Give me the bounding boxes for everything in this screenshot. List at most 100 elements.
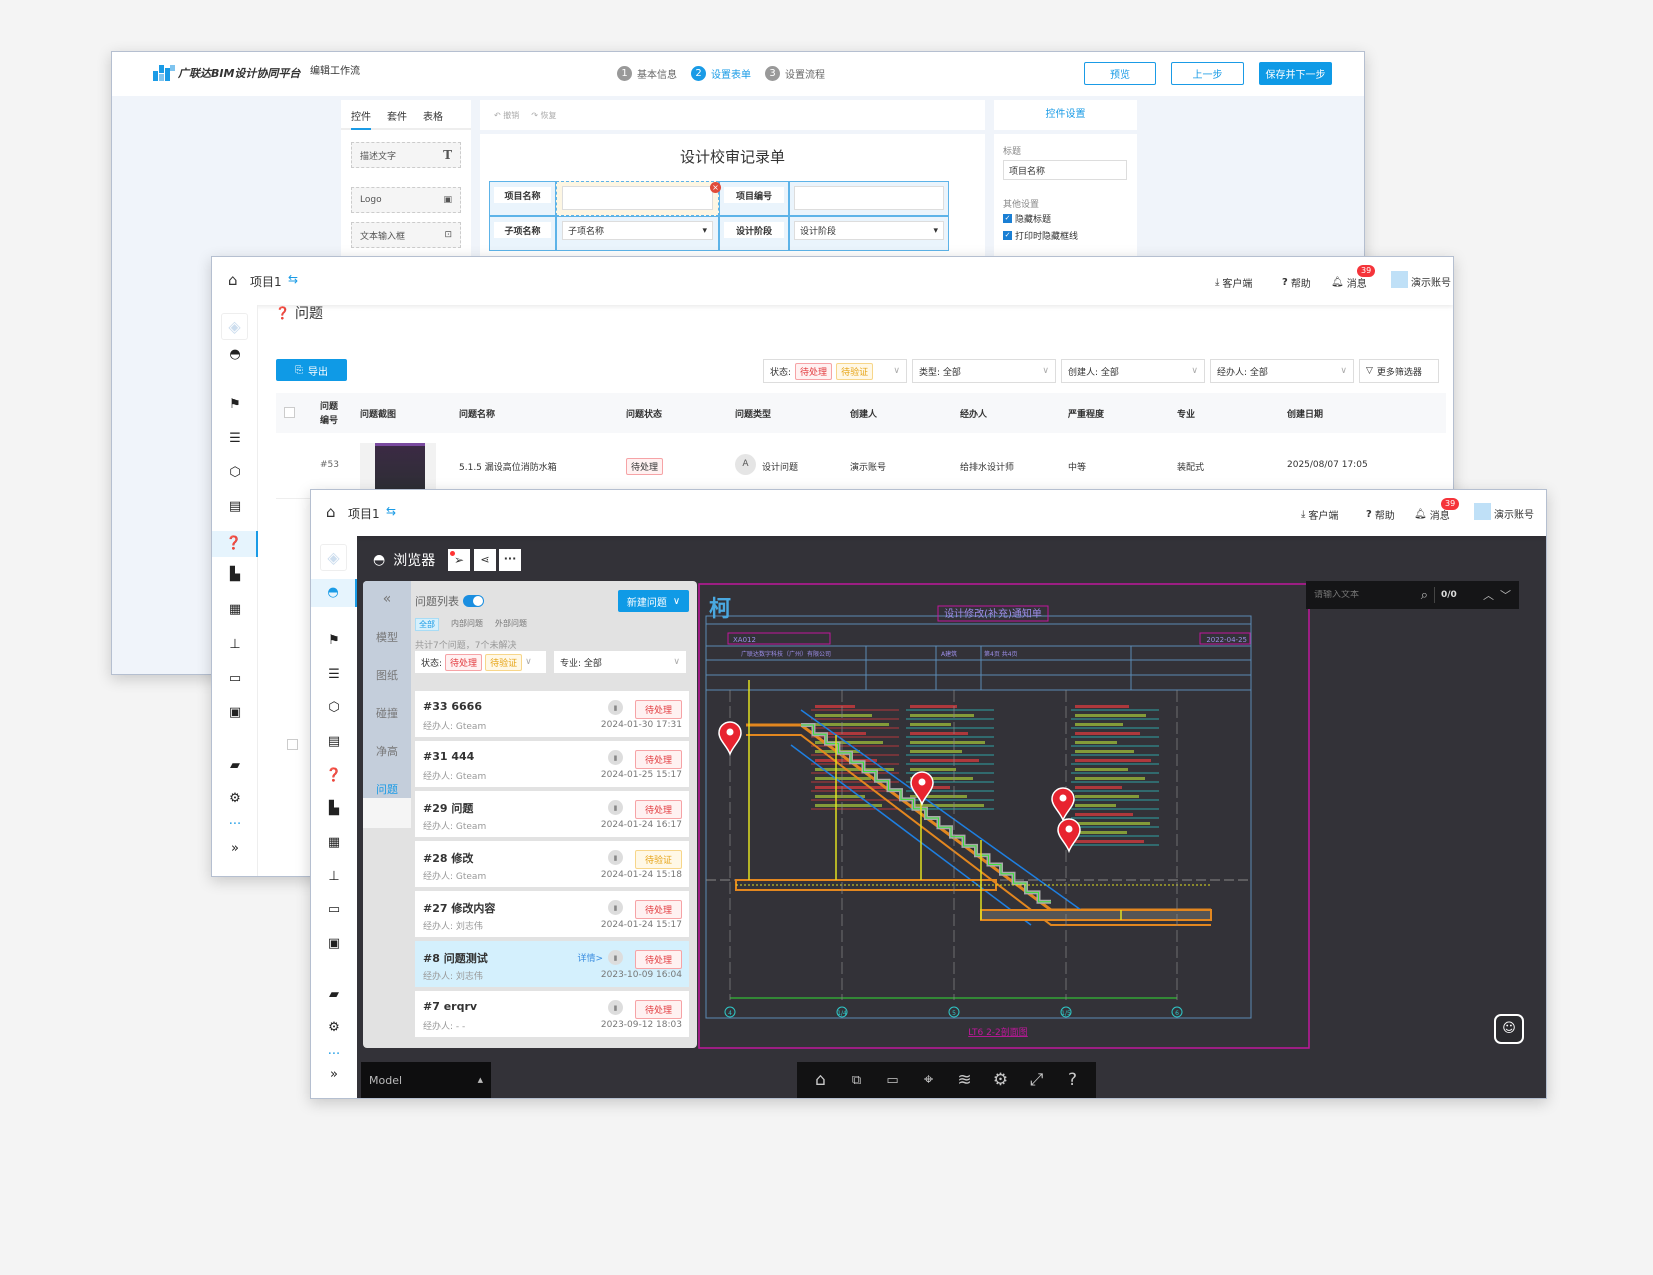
collapse-panel-icon[interactable]: «: [382, 591, 392, 607]
issue-pin-icon[interactable]: [1051, 787, 1075, 823]
step-2[interactable]: 2 设置表单: [691, 66, 751, 81]
save-next-button[interactable]: 保存并下一步: [1259, 62, 1332, 85]
viewer-icon[interactable]: ◓: [229, 347, 241, 362]
side-tab-drawings[interactable]: 图纸: [376, 669, 398, 682]
preview-button[interactable]: 预览: [1084, 62, 1156, 85]
org-chart-icon[interactable]: ⊥: [328, 869, 340, 884]
briefcase-icon[interactable]: ▣: [228, 705, 242, 720]
issue-list-item[interactable]: #33 6666 经办人: Gteam ▮ 待处理 2024-01-30 17:…: [415, 691, 689, 737]
issue-list-item[interactable]: #8 问题测试 经办人: 刘志伟 详情> ▮ 待处理 2023-10-09 16…: [415, 941, 689, 987]
issues-nav-icon[interactable]: ❓: [212, 531, 258, 557]
chart-icon[interactable]: ▰: [230, 758, 240, 773]
client-download-link[interactable]: ⤓ 客户端: [1215, 277, 1253, 290]
report-icon[interactable]: ▦: [327, 835, 341, 850]
issue-list-item[interactable]: #28 修改 经办人: Gteam ▮ 待验证 2024-01-24 15:18: [415, 841, 689, 887]
project-thumbnail[interactable]: ◈: [221, 313, 248, 340]
row-checkbox[interactable]: [287, 739, 298, 750]
avatar[interactable]: [1391, 271, 1408, 288]
creator-filter[interactable]: 创建人: 全部 ∨: [1061, 359, 1205, 383]
side-tab-issues[interactable]: 问题: [376, 783, 398, 796]
cube-icon[interactable]: ⬡: [328, 700, 340, 715]
help-link[interactable]: ? 帮助: [1282, 277, 1311, 290]
project-name[interactable]: 项目1: [348, 507, 380, 521]
panel-discipline-filter[interactable]: 专业: 全部 ∨: [554, 651, 686, 673]
project-name[interactable]: 项目1: [250, 275, 282, 289]
document-icon[interactable]: ▤: [228, 499, 242, 514]
project-thumbnail[interactable]: ◈: [320, 544, 347, 571]
side-tab-clearance[interactable]: 净高: [376, 745, 398, 758]
step-3[interactable]: 3 设置流程: [765, 66, 825, 81]
report-icon[interactable]: ▦: [228, 602, 242, 617]
remove-field-icon[interactable]: ×: [710, 182, 721, 193]
gantt-icon[interactable]: ☰: [229, 431, 241, 446]
next-result-icon[interactable]: ﹀: [1500, 589, 1511, 602]
select-all-checkbox[interactable]: [284, 407, 295, 418]
model-select[interactable]: Model ▲: [361, 1062, 491, 1098]
search-icon[interactable]: ⌕: [1420, 587, 1428, 603]
design-stage-select[interactable]: 设计阶段 ▾: [794, 221, 944, 240]
cube-icon[interactable]: ⬡: [229, 465, 241, 480]
handler-filter[interactable]: 经办人: 全部 ∨: [1210, 359, 1354, 383]
scope-all[interactable]: 全部: [415, 618, 439, 631]
more-icon[interactable]: ···: [228, 817, 242, 832]
send-button[interactable]: ➢: [448, 549, 470, 571]
building-icon[interactable]: ▙: [230, 567, 240, 582]
type-filter[interactable]: 类型: 全部 ∨: [912, 359, 1056, 383]
gantt-icon[interactable]: ☰: [328, 667, 340, 682]
home-icon[interactable]: ⌂: [228, 271, 238, 289]
project-number-input[interactable]: [794, 186, 944, 210]
settings-icon[interactable]: ⚙: [992, 1070, 1009, 1090]
search-input[interactable]: [1314, 590, 1415, 600]
prev-result-icon[interactable]: ︿: [1483, 589, 1494, 602]
issue-pin-icon[interactable]: [910, 771, 934, 807]
panel-status-filter[interactable]: 状态: 待处理 待验证 ∨: [415, 651, 546, 673]
layers-icon[interactable]: ≋: [957, 1070, 972, 1090]
flag-icon[interactable]: ⚑: [229, 397, 241, 412]
issue-list-item[interactable]: #31 444 经办人: Gteam ▮ 待处理 2024-01-25 15:1…: [415, 741, 689, 787]
viewer-nav-icon[interactable]: ◓: [311, 579, 357, 607]
zoom-box-icon[interactable]: ⧉: [851, 1072, 862, 1088]
share-button[interactable]: ⋖: [474, 549, 496, 571]
avatar[interactable]: [1474, 503, 1491, 520]
control-logo[interactable]: Logo ▣: [351, 187, 461, 213]
hide-title-checkbox[interactable]: ✓ 隐藏标题: [1003, 214, 1052, 225]
user-name[interactable]: 演示账号: [1411, 278, 1451, 289]
redo-button[interactable]: ↷ 恢复: [531, 110, 557, 120]
undo-button[interactable]: ↶ 撤销: [494, 110, 520, 120]
tab-tables[interactable]: 表格: [423, 112, 443, 123]
client-download-link[interactable]: ⤓ 客户端: [1301, 509, 1339, 522]
prev-step-button[interactable]: 上一步: [1171, 62, 1244, 85]
issue-detail-link[interactable]: 详情>: [577, 954, 603, 964]
control-text-input[interactable]: 文本输入框 ⊡: [351, 222, 461, 248]
more-filters-button[interactable]: ▽ 更多筛选器: [1359, 359, 1439, 383]
issue-pin-icon[interactable]: [1057, 818, 1081, 854]
scope-internal[interactable]: 内部问题: [451, 619, 483, 628]
briefcase-icon[interactable]: ▣: [327, 936, 341, 951]
fullscreen-icon[interactable]: ⤢: [1029, 1070, 1044, 1090]
issue-list-item[interactable]: #7 erqrv 经办人: - - ▮ 待处理 2023-09-12 18:03: [415, 991, 689, 1037]
gear-icon[interactable]: ⚙: [328, 1020, 340, 1035]
archive-icon[interactable]: ▭: [228, 671, 242, 686]
hide-print-border-checkbox[interactable]: ✓ 打印时隐藏框线: [1003, 231, 1079, 242]
chart-icon[interactable]: ▰: [329, 987, 339, 1002]
issue-list-item[interactable]: #29 问题 经办人: Gteam ▮ 待处理 2024-01-24 16:17: [415, 791, 689, 837]
step-1[interactable]: 1 基本信息: [617, 66, 677, 81]
side-tab-model[interactable]: 模型: [376, 631, 398, 644]
expand-icon[interactable]: »: [231, 841, 239, 856]
tab-controls[interactable]: 控件: [351, 108, 371, 130]
home-icon[interactable]: ⌂: [326, 503, 336, 521]
help-icon[interactable]: ?: [1067, 1070, 1078, 1090]
document-icon[interactable]: ▤: [327, 734, 341, 749]
user-name[interactable]: 演示账号: [1494, 510, 1534, 521]
help-link[interactable]: ? 帮助: [1366, 509, 1395, 522]
title-input[interactable]: 项目名称: [1003, 160, 1127, 180]
project-name-input[interactable]: [562, 186, 713, 210]
messages-link[interactable]: 🔔︎ 消息: [1414, 509, 1450, 522]
messages-link[interactable]: 🔔︎ 消息: [1331, 277, 1367, 290]
expand-icon[interactable]: »: [330, 1067, 338, 1082]
switch-project-icon[interactable]: ⇆: [386, 504, 397, 518]
question-circle-icon[interactable]: ❓: [325, 768, 343, 783]
tab-kits[interactable]: 套件: [387, 112, 407, 123]
flag-icon[interactable]: ⚑: [328, 633, 340, 648]
assistant-robot-icon[interactable]: ☺: [1494, 1014, 1524, 1044]
